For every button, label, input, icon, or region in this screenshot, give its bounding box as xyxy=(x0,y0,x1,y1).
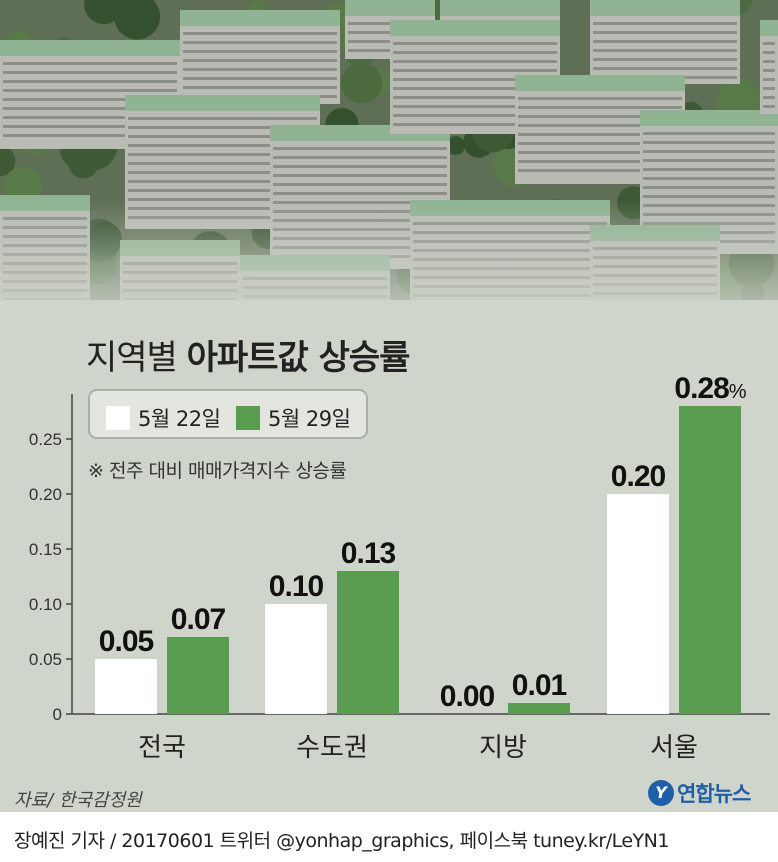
chart-title: 지역별 아파트값 상승률 xyxy=(86,330,411,379)
yonhap-logo: Y 연합뉴스 xyxy=(648,778,751,808)
y-tick-label: 0.05 xyxy=(29,650,62,669)
data-label: 0.07 xyxy=(171,603,226,636)
bar-curr xyxy=(679,406,741,714)
title-light: 지역별 xyxy=(86,338,178,378)
category-label: 지방 xyxy=(479,733,527,763)
bar-curr xyxy=(167,637,229,714)
source-credit: 자료/ 한국감정원 xyxy=(14,790,142,811)
bar-curr xyxy=(508,703,570,714)
title-bold: 아파트값 상승률 xyxy=(186,338,411,378)
data-label: 0.10 xyxy=(269,570,324,603)
legend-swatch-curr xyxy=(236,406,260,430)
apartment-aerial-photo xyxy=(0,0,778,330)
category-label: 전국 xyxy=(138,733,186,763)
legend-item-curr: 5월 29일 xyxy=(236,403,351,433)
y-tick-label: 0.15 xyxy=(29,540,62,559)
data-label: 0.20 xyxy=(611,460,666,493)
legend: 5월 22일 5월 29일 xyxy=(88,389,368,439)
bar-chart: 0 0.05 0.10 0.15 0.20 0.25 0.05 0.07 전국 0.10 0.13 수… xyxy=(29,372,770,763)
legend-swatch-prev xyxy=(106,406,130,430)
legend-item-prev: 5월 22일 xyxy=(106,403,221,433)
data-label: 0.28% xyxy=(674,372,746,405)
chart-note: ※ 전주 대비 매매가격지수 상승률 xyxy=(88,460,347,482)
legend-label-prev: 5월 22일 xyxy=(138,407,221,431)
legend-label-curr: 5월 29일 xyxy=(268,407,351,431)
bar-prev xyxy=(265,604,327,714)
data-label: 0.13 xyxy=(341,537,396,570)
y-tick-label: 0 xyxy=(53,705,62,724)
data-label: 0.05 xyxy=(99,625,154,658)
data-label: 0.01 xyxy=(512,669,567,702)
y-tick-label: 0.10 xyxy=(29,595,62,614)
bar-prev xyxy=(95,659,157,714)
data-label: 0.00 xyxy=(440,680,495,713)
footer-credit: 장예진 기자 / 20170601 트위터 @yonhap_graphics, … xyxy=(14,830,669,852)
y-tick-label: 0.20 xyxy=(29,485,62,504)
bar-curr xyxy=(337,571,399,714)
logo-text: 연합뉴스 xyxy=(677,782,751,806)
category-label: 서울 xyxy=(650,733,698,763)
category-label: 수도권 xyxy=(296,733,368,763)
bar-prev xyxy=(607,494,669,714)
logo-mark: Y xyxy=(648,780,674,806)
y-tick-label: 0.25 xyxy=(29,430,62,449)
